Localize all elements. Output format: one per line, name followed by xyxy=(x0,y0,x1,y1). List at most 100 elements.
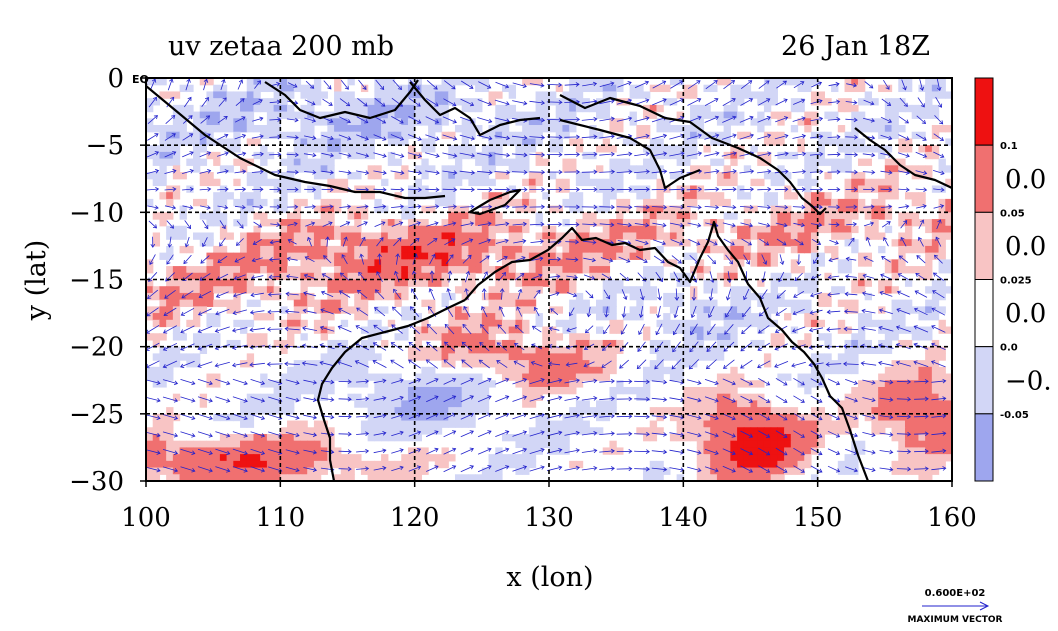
field-cell xyxy=(743,313,752,321)
field-cell xyxy=(421,172,429,180)
field-cell xyxy=(374,205,382,213)
field-cell xyxy=(367,239,375,247)
wind-vector-head xyxy=(819,134,824,139)
field-cell xyxy=(904,427,913,435)
wind-vector xyxy=(167,78,173,91)
field-cell xyxy=(293,266,302,274)
field-cell xyxy=(589,259,597,267)
field-cell xyxy=(656,366,664,375)
wind-vector xyxy=(304,99,316,105)
field-cell xyxy=(602,245,611,254)
field-cell xyxy=(656,413,664,422)
wind-vector-head xyxy=(766,204,771,210)
field-cell xyxy=(938,245,946,254)
field-cell xyxy=(266,279,275,287)
field-cell xyxy=(461,339,469,348)
field-cell xyxy=(824,339,832,348)
field-cell xyxy=(528,286,537,294)
field-cell xyxy=(569,205,577,213)
field-cell xyxy=(307,125,315,133)
field-cell xyxy=(763,245,772,254)
field-cell xyxy=(501,339,510,348)
field-cell xyxy=(387,239,396,247)
field-cell xyxy=(784,272,792,281)
wind-vector xyxy=(546,119,562,121)
field-cell xyxy=(857,279,866,287)
field-cell xyxy=(535,118,543,126)
wind-vector-head xyxy=(452,221,457,226)
wind-vector xyxy=(234,205,246,208)
field-cell xyxy=(602,360,611,368)
wind-vector-head xyxy=(558,204,563,210)
wind-vector xyxy=(217,188,229,191)
field-cell xyxy=(743,299,752,307)
field-cell xyxy=(159,158,167,166)
wind-vector-head xyxy=(853,187,858,192)
field-cell xyxy=(468,172,476,180)
field-cell xyxy=(307,239,315,247)
wind-vector xyxy=(581,136,597,139)
field-cell xyxy=(649,272,658,281)
field-cell xyxy=(777,339,785,348)
field-cell xyxy=(428,299,436,307)
field-cell xyxy=(864,393,872,401)
field-cell xyxy=(307,91,315,99)
field-cell xyxy=(938,239,946,247)
field-cell xyxy=(280,407,288,415)
field-cell xyxy=(522,326,530,334)
field-cell xyxy=(737,319,745,328)
wind-vector xyxy=(199,170,211,174)
field-cell xyxy=(461,252,469,260)
field-cell xyxy=(770,219,778,227)
field-cell xyxy=(152,366,161,375)
field-cell xyxy=(763,319,772,328)
field-cell xyxy=(609,225,617,234)
field-cell xyxy=(313,460,322,469)
field-cell xyxy=(602,366,611,375)
wind-vector xyxy=(181,170,194,174)
wind-vector xyxy=(897,170,910,174)
field-cell xyxy=(824,131,832,140)
field-cell xyxy=(327,178,335,187)
field-cell xyxy=(273,433,281,442)
wind-vector xyxy=(793,81,805,89)
field-cell xyxy=(555,353,564,361)
wind-vector-head xyxy=(853,100,858,105)
field-cell xyxy=(394,125,402,133)
field-cell xyxy=(690,118,698,126)
field-cell xyxy=(508,232,517,240)
wind-vector-head xyxy=(610,116,615,122)
wind-vector xyxy=(547,84,562,86)
field-cell xyxy=(206,299,214,307)
field-cell xyxy=(394,219,402,227)
field-cell xyxy=(522,440,530,449)
wind-vector-head xyxy=(522,83,527,89)
wind-vector-head xyxy=(347,153,352,158)
wind-vector xyxy=(792,135,806,139)
field-cell xyxy=(925,84,933,93)
wind-vector xyxy=(390,170,404,174)
field-cell xyxy=(904,138,913,146)
field-cell xyxy=(213,299,221,307)
field-cell xyxy=(784,239,792,247)
field-cell xyxy=(884,212,893,220)
field-cell xyxy=(354,239,362,247)
field-cell xyxy=(784,219,792,227)
field-cell xyxy=(730,454,738,462)
field-cell xyxy=(716,386,725,395)
field-cell xyxy=(549,125,557,133)
wind-vector-head xyxy=(593,134,598,140)
field-cell xyxy=(159,360,167,368)
field-cell xyxy=(743,91,752,99)
wind-vector-head xyxy=(435,187,440,193)
field-cell xyxy=(475,326,483,334)
field-cell xyxy=(253,138,261,146)
field-cell xyxy=(347,474,355,481)
field-cell xyxy=(481,165,490,173)
field-cell xyxy=(508,373,517,381)
field-cell xyxy=(750,259,758,267)
wind-vector-head xyxy=(364,204,369,209)
field-cell xyxy=(434,104,443,113)
wind-vector-head xyxy=(294,117,299,123)
wind-vector xyxy=(355,152,369,157)
